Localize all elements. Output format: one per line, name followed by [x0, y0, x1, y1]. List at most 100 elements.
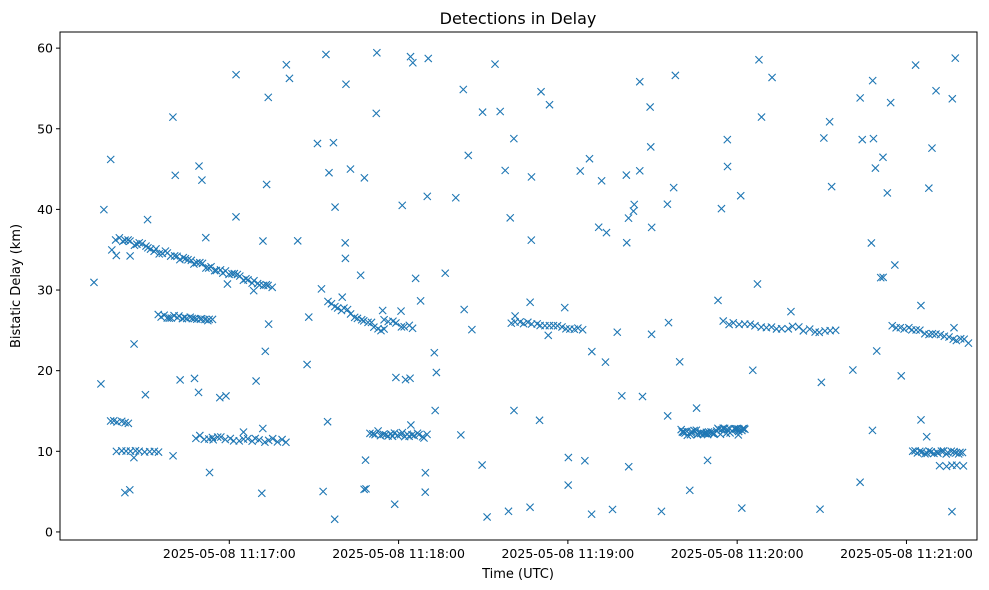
data-point: [908, 447, 917, 456]
data-point: [573, 324, 582, 333]
data-point: [391, 373, 400, 382]
data-point: [932, 86, 941, 95]
data-point: [799, 326, 808, 335]
data-point: [99, 205, 108, 214]
data-point: [235, 436, 244, 445]
data-point: [537, 87, 546, 96]
data-point: [703, 456, 712, 465]
y-axis-ticks: 0 10 20 30 40 50 60: [37, 41, 60, 539]
data-point: [138, 239, 147, 248]
data-point: [106, 417, 115, 425]
data-point: [239, 428, 248, 437]
data-point: [868, 426, 877, 435]
data-point: [719, 317, 728, 326]
data-point: [130, 241, 139, 250]
data-point: [819, 134, 828, 142]
data-point: [229, 436, 238, 445]
data-point: [223, 280, 232, 289]
data-point: [400, 322, 409, 331]
data-point: [118, 237, 127, 246]
x-tick-label: 2025-05-08 11:20:00: [671, 546, 804, 561]
data-point: [638, 392, 647, 401]
data-point: [646, 142, 655, 151]
data-point: [423, 192, 432, 201]
data-point: [624, 214, 633, 223]
data-point: [430, 348, 439, 357]
data-point: [924, 184, 933, 193]
data-point: [249, 286, 258, 295]
data-point: [432, 368, 441, 377]
data-point: [527, 236, 536, 245]
data-point: [578, 325, 587, 334]
data-point: [740, 425, 749, 434]
data-point: [511, 312, 520, 320]
data-point: [356, 271, 365, 280]
data-point: [187, 256, 196, 265]
data-point: [205, 468, 214, 477]
data-point: [285, 74, 294, 83]
data-point: [921, 449, 929, 458]
data-point: [952, 461, 961, 470]
data-point: [258, 424, 267, 433]
data-point: [890, 261, 899, 270]
data-point: [883, 188, 892, 197]
data-point: [526, 503, 535, 512]
data-point: [313, 139, 322, 148]
data-point: [868, 76, 877, 85]
data-point: [663, 411, 672, 420]
data-point: [333, 303, 342, 312]
data-point: [964, 339, 973, 348]
data-point: [215, 393, 224, 402]
data-point: [208, 315, 217, 324]
y-tick-label: 30: [37, 283, 53, 298]
data-point: [398, 201, 407, 210]
data-point: [459, 85, 468, 94]
data-point: [876, 273, 885, 282]
data-point: [911, 61, 920, 70]
data-point: [135, 238, 144, 247]
data-point: [526, 298, 535, 307]
x-tick-label: 2025-05-08 11:21:00: [840, 546, 973, 561]
data-point: [367, 318, 376, 327]
data-point: [89, 278, 98, 287]
data-point: [341, 254, 350, 263]
data-point: [737, 504, 746, 513]
data-point: [221, 435, 230, 444]
data-point: [959, 461, 968, 470]
data-point: [948, 94, 957, 103]
data-point: [816, 505, 825, 514]
data-point: [496, 107, 505, 116]
data-point: [143, 243, 152, 252]
data-point: [750, 321, 759, 330]
data-point: [151, 244, 160, 253]
data-point: [723, 135, 732, 144]
data-point: [221, 391, 230, 400]
data-point: [124, 419, 133, 428]
y-tick-label: 60: [37, 41, 53, 56]
data-point: [549, 321, 558, 330]
data-point: [483, 512, 492, 521]
data-point: [714, 296, 722, 305]
data-point: [129, 453, 138, 462]
data-point: [587, 510, 596, 519]
data-point: [927, 144, 936, 153]
data-point: [331, 203, 340, 212]
data-point: [912, 325, 921, 334]
data-point: [897, 371, 906, 380]
data-point: [805, 325, 814, 334]
data-point: [647, 223, 656, 232]
data-point: [232, 70, 241, 79]
data-points: [89, 48, 973, 524]
data-point: [788, 322, 797, 331]
data-point: [467, 325, 476, 334]
data-point: [338, 293, 347, 302]
data-point: [264, 281, 273, 290]
data-point: [197, 176, 206, 185]
data-point: [204, 263, 213, 272]
data-point: [232, 212, 240, 221]
data-point: [262, 180, 271, 189]
data-point: [738, 424, 747, 433]
axes-frame: [59, 31, 978, 541]
data-point: [208, 433, 217, 442]
data-point: [725, 320, 734, 329]
